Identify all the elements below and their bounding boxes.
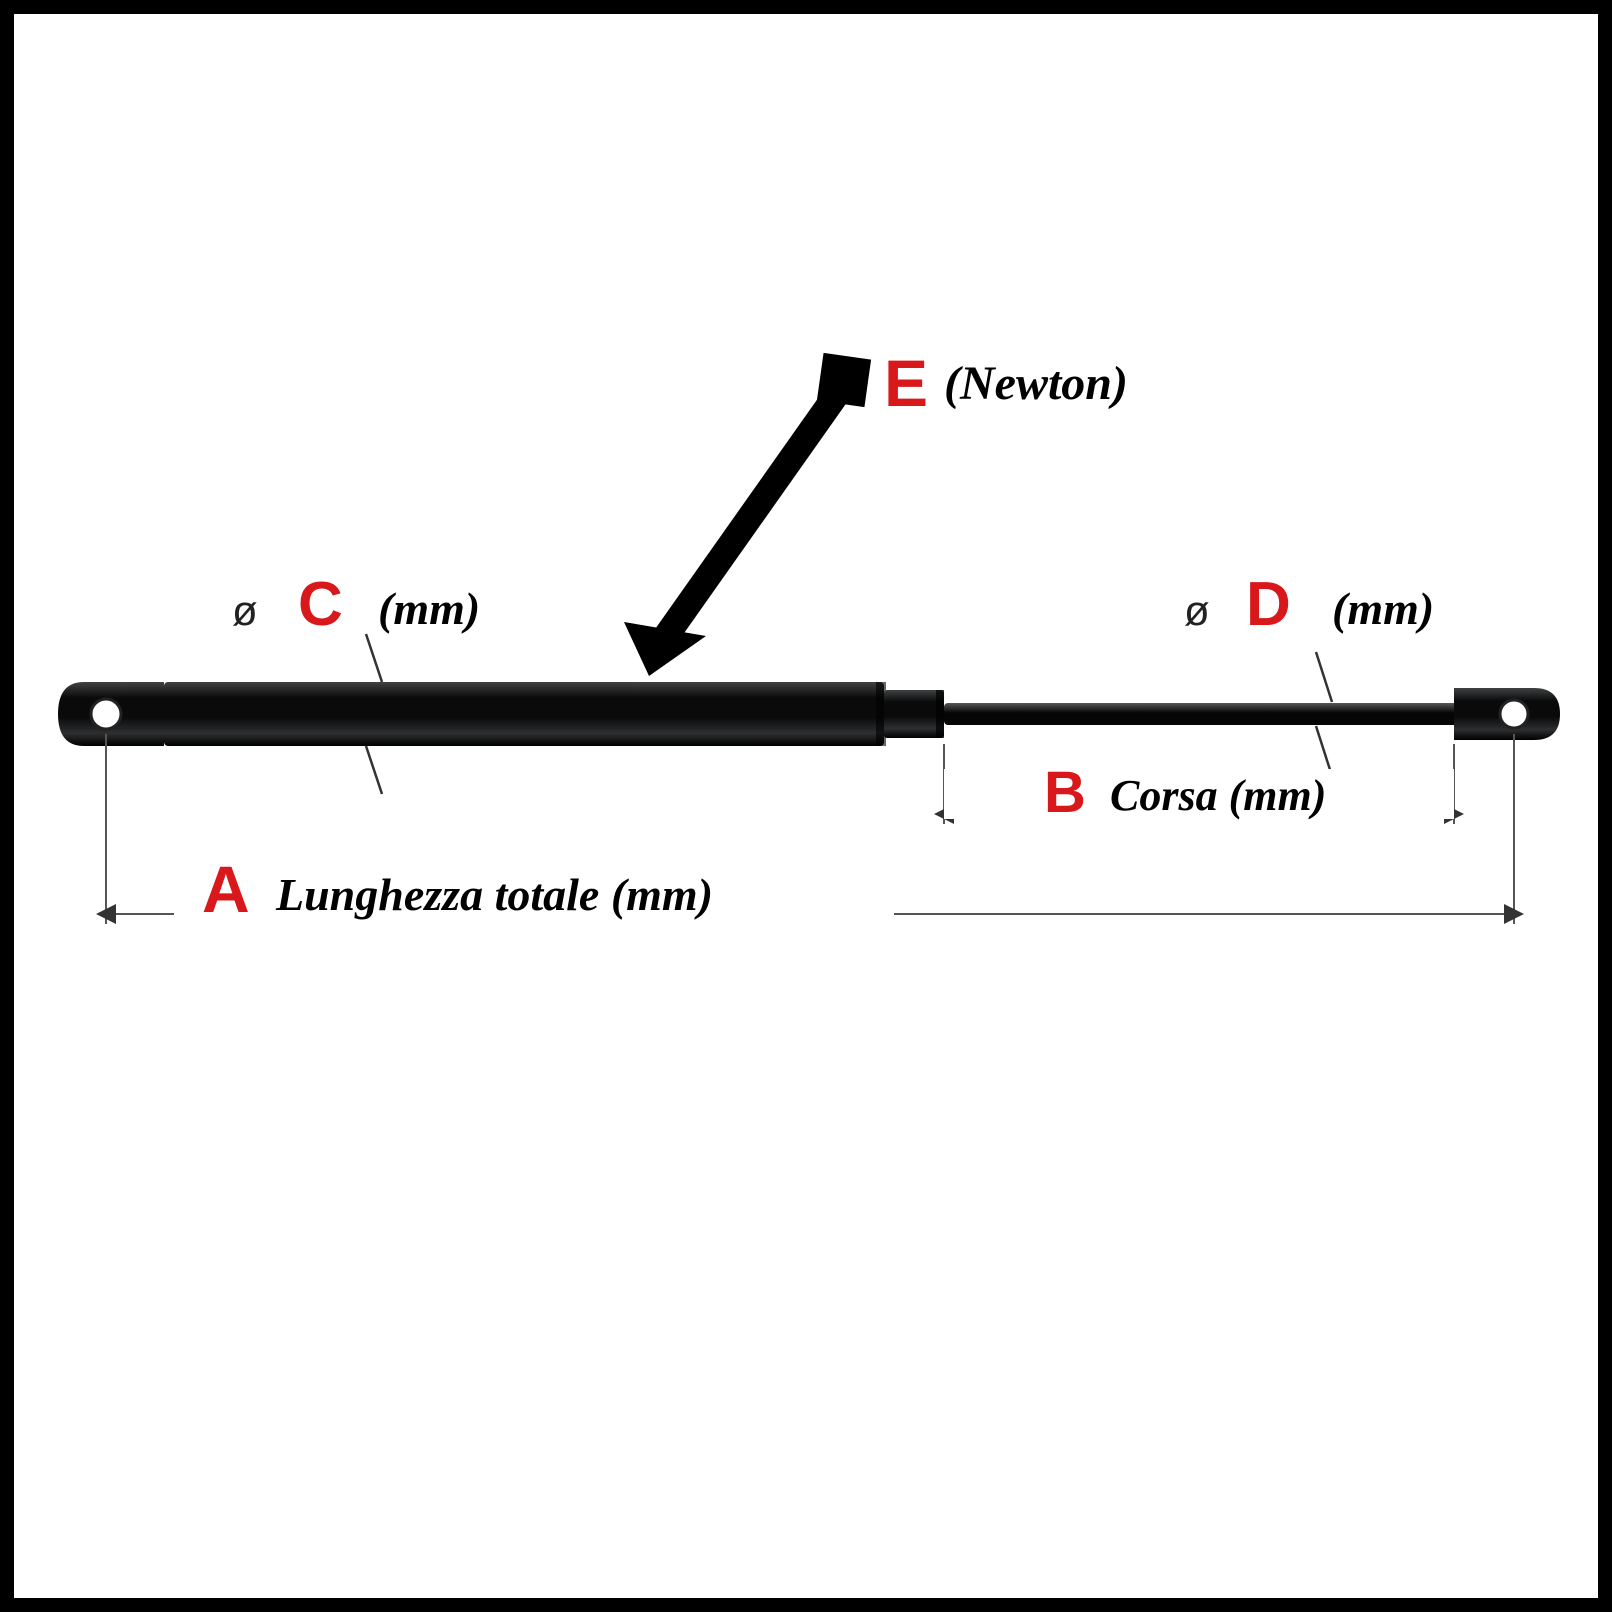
force-arrow <box>624 353 871 676</box>
diameter-symbol-d: ø <box>1184 590 1210 632</box>
label-letter-d: D <box>1246 574 1291 636</box>
label-letter-b: B <box>1044 764 1086 822</box>
strut-rod <box>944 703 1462 725</box>
strut-left-eye <box>58 682 164 746</box>
diagram-stage: E (Newton) ø C (mm) ø D (mm) B Corsa (mm… <box>14 14 1598 1598</box>
label-unit-d: (mm) <box>1332 586 1434 632</box>
label-unit-c: (mm) <box>378 586 480 632</box>
diagram-frame: E (Newton) ø C (mm) ø D (mm) B Corsa (mm… <box>0 0 1612 1612</box>
strut-collar-end <box>936 690 944 738</box>
strut-tube <box>164 682 884 746</box>
label-letter-c: C <box>298 574 343 636</box>
strut-collar <box>884 690 944 738</box>
label-text-a: Lunghezza totale (mm) <box>276 872 713 918</box>
strut-right-eye <box>1454 688 1560 740</box>
label-unit-e: (Newton) <box>944 360 1128 408</box>
label-letter-e: E <box>884 350 928 416</box>
label-letter-a: A <box>202 856 250 922</box>
label-text-b: Corsa (mm) <box>1110 774 1326 818</box>
diameter-symbol-c: ø <box>232 590 258 632</box>
